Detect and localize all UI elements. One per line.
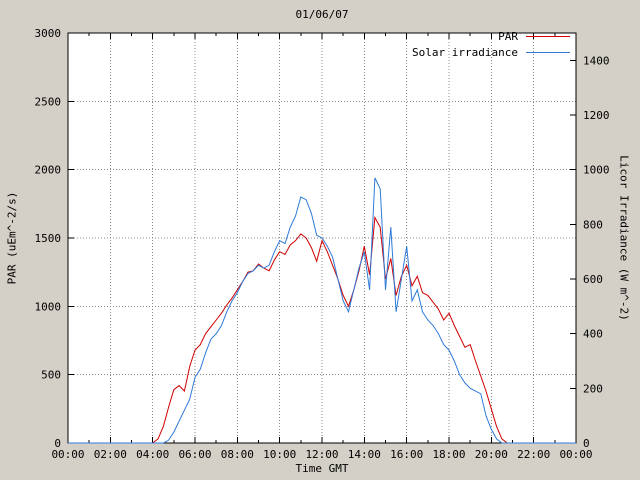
svg-text:08:00: 08:00 bbox=[221, 448, 254, 461]
legend-line-sample bbox=[526, 52, 570, 53]
svg-text:200: 200 bbox=[583, 382, 603, 395]
svg-text:1400: 1400 bbox=[583, 54, 610, 67]
svg-text:0: 0 bbox=[54, 437, 61, 450]
svg-text:600: 600 bbox=[583, 273, 603, 286]
svg-text:18:00: 18:00 bbox=[432, 448, 465, 461]
svg-text:22:00: 22:00 bbox=[517, 448, 550, 461]
svg-text:04:00: 04:00 bbox=[136, 448, 169, 461]
series-line-solar-irradiance bbox=[68, 177, 576, 444]
svg-text:14:00: 14:00 bbox=[348, 448, 381, 461]
x-axis-label: Time GMT bbox=[295, 462, 349, 475]
svg-text:2500: 2500 bbox=[35, 95, 62, 108]
legend-entry: PAR bbox=[498, 30, 570, 43]
legend-label: PAR bbox=[498, 30, 518, 43]
svg-text:10:00: 10:00 bbox=[263, 448, 296, 461]
svg-text:3000: 3000 bbox=[35, 27, 62, 40]
legend-entry: Solar irradiance bbox=[412, 46, 570, 59]
svg-text:1200: 1200 bbox=[583, 109, 610, 122]
y-axis-label-right: Licor Irradiance (W m^-2) bbox=[617, 155, 631, 321]
svg-text:500: 500 bbox=[41, 369, 61, 382]
series-line-par bbox=[68, 215, 576, 444]
svg-text:00:00: 00:00 bbox=[51, 448, 84, 461]
svg-text:2000: 2000 bbox=[35, 164, 62, 177]
svg-text:06:00: 06:00 bbox=[178, 448, 211, 461]
svg-text:800: 800 bbox=[583, 218, 603, 231]
svg-text:02:00: 02:00 bbox=[94, 448, 127, 461]
svg-text:16:00: 16:00 bbox=[390, 448, 423, 461]
svg-text:12:00: 12:00 bbox=[305, 448, 338, 461]
legend-label: Solar irradiance bbox=[412, 46, 518, 59]
svg-text:1000: 1000 bbox=[35, 300, 62, 313]
svg-text:20:00: 20:00 bbox=[475, 448, 508, 461]
svg-text:0: 0 bbox=[583, 437, 590, 450]
svg-text:400: 400 bbox=[583, 328, 603, 341]
chart-title: 01/06/07 bbox=[295, 8, 349, 21]
svg-text:1500: 1500 bbox=[35, 232, 62, 245]
svg-text:1000: 1000 bbox=[583, 164, 610, 177]
svg-text:00:00: 00:00 bbox=[559, 448, 592, 461]
legend: PAR Solar irradiance bbox=[412, 30, 570, 59]
legend-line-sample bbox=[526, 36, 570, 37]
y-axis-label-left: PAR (uEm^-2/s) bbox=[5, 191, 19, 285]
